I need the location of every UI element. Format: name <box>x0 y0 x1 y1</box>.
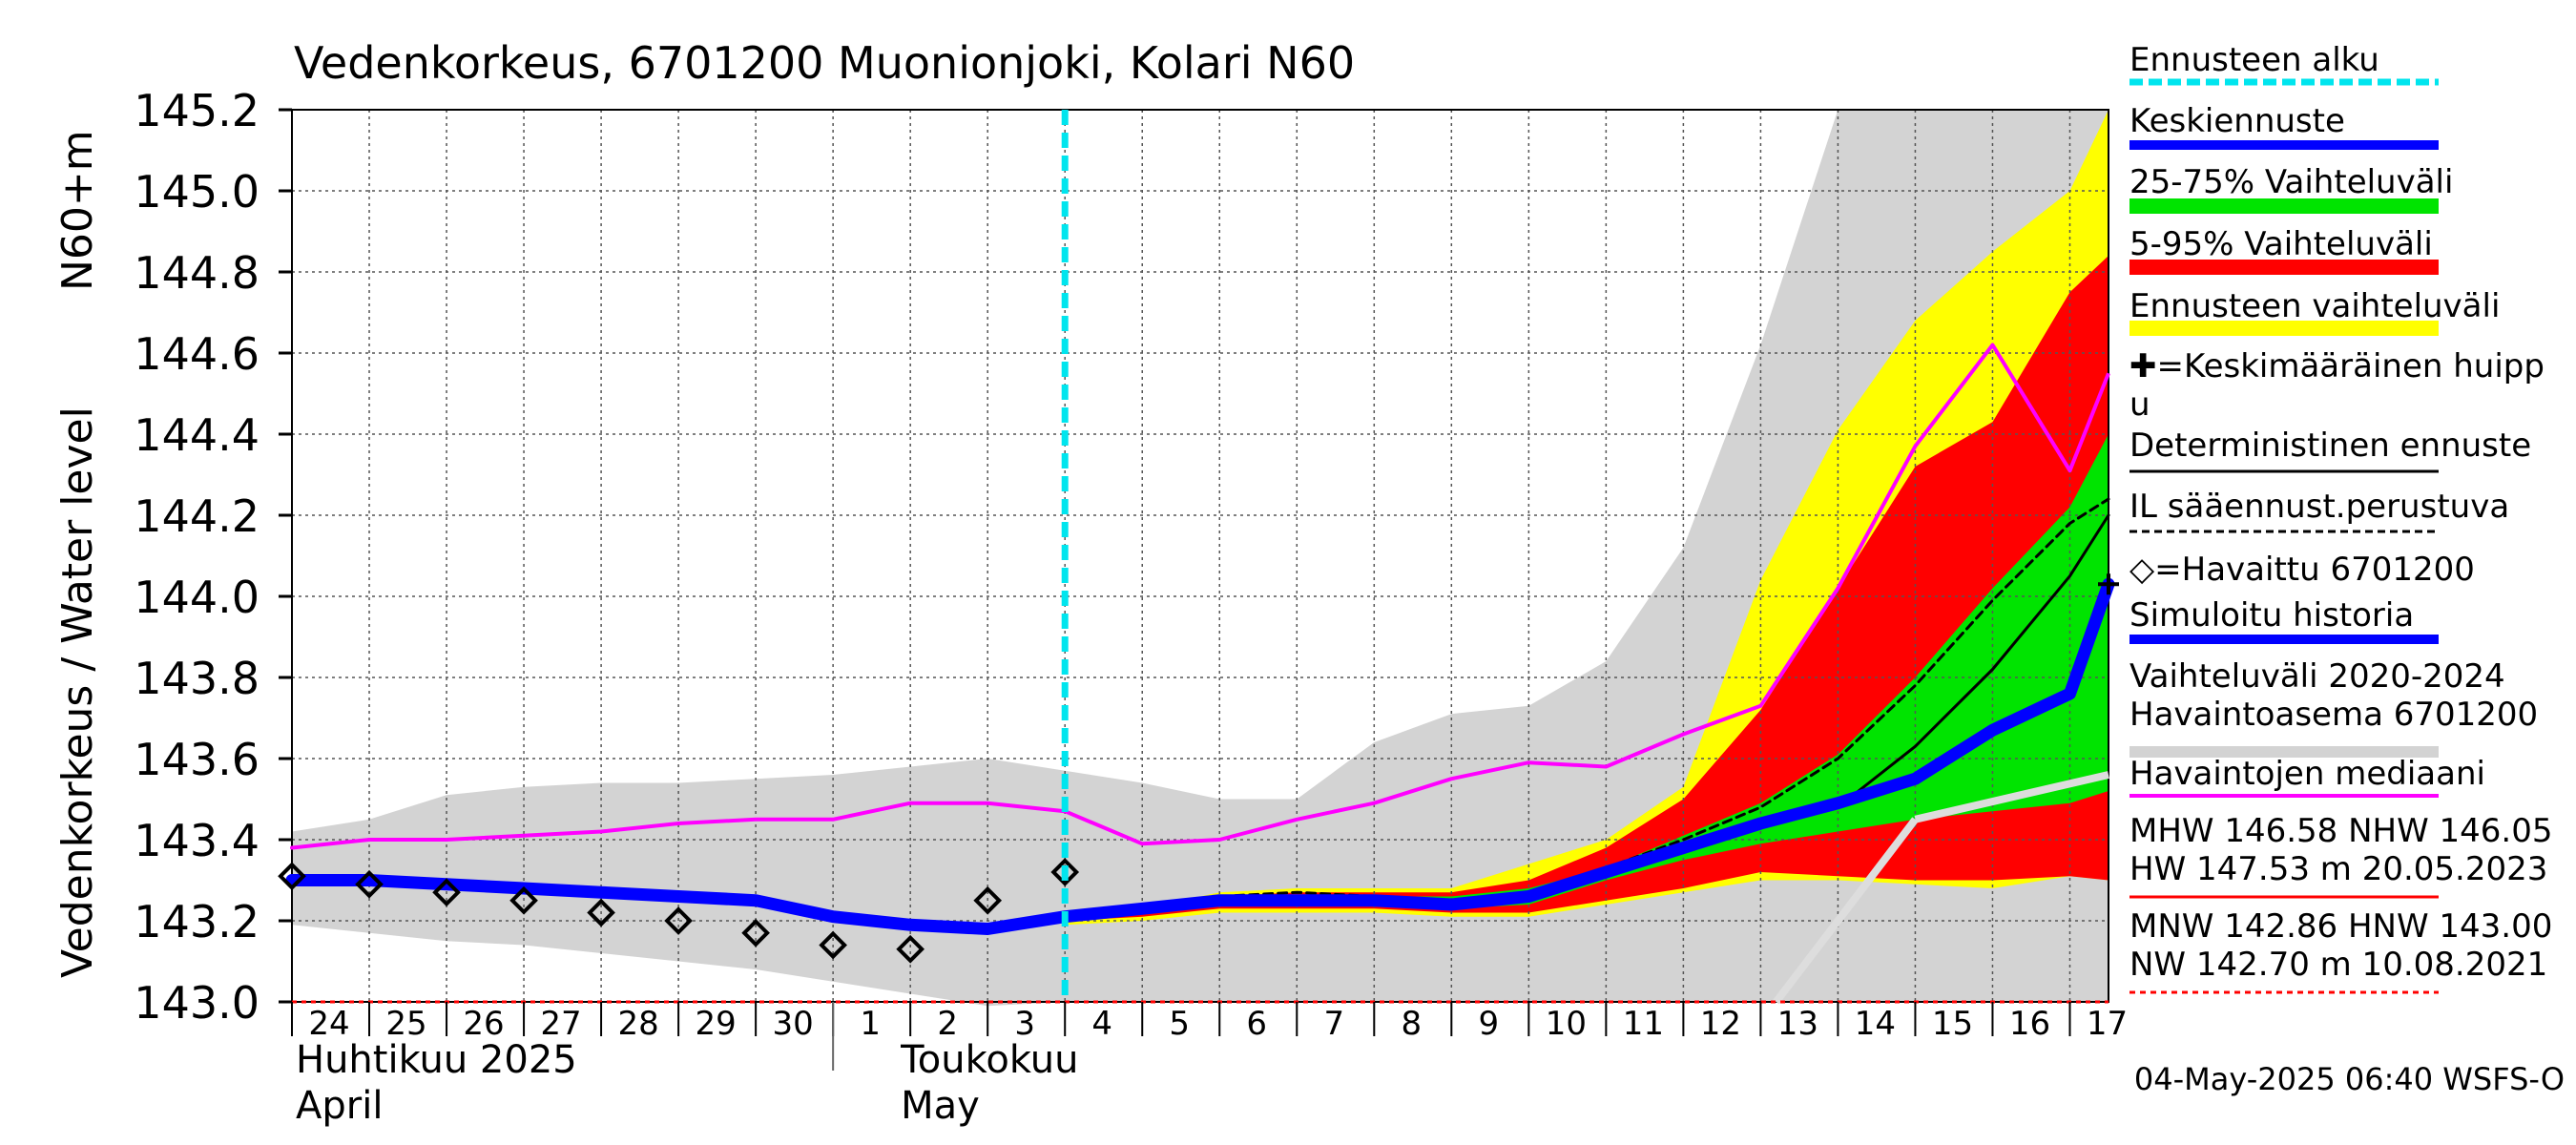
legend-label-history-range: Havaintoasema 6701200 <box>2129 696 2538 734</box>
x-tick-label: 26 <box>463 1005 504 1043</box>
month-label-fi: Toukokuu <box>900 1038 1078 1082</box>
month-label-fi: Huhtikuu 2025 <box>296 1038 577 1082</box>
x-tick-label: 10 <box>1546 1005 1587 1043</box>
observed-point <box>355 869 384 899</box>
legend-label-mhw: MHW 146.58 NHW 146.05 <box>2129 812 2553 850</box>
observed-point <box>509 885 538 915</box>
legend-label-mnw: NW 142.70 m 10.08.2021 <box>2129 946 2547 984</box>
month-label-en: May <box>901 1084 980 1128</box>
median-light-segment <box>1773 817 1919 1005</box>
x-tick-label: 11 <box>1623 1005 1664 1043</box>
observed-point <box>1050 858 1080 886</box>
observed-point <box>896 934 924 964</box>
legend-swatch-history-range <box>2129 746 2439 758</box>
series-lines <box>278 110 2119 1005</box>
y-tick-label: 144.2 <box>134 490 260 542</box>
x-tick-label: 8 <box>1401 1005 1422 1043</box>
legend-label-mnw: MNW 142.86 HNW 143.00 <box>2129 907 2552 946</box>
observed-point <box>278 862 306 891</box>
legend-label-il-forecast: IL sääennust.perustuva <box>2129 488 2509 526</box>
y-tick-label: 144.4 <box>134 409 260 461</box>
x-tick-label: 12 <box>1700 1005 1741 1043</box>
x-tick-label: 7 <box>1323 1005 1344 1043</box>
x-tick-label: 17 <box>2087 1005 2128 1043</box>
x-tick-label: 4 <box>1091 1005 1112 1043</box>
x-tick-label: 30 <box>772 1005 813 1043</box>
y-tick-label: 145.2 <box>134 85 260 136</box>
x-tick-label: 28 <box>617 1005 658 1043</box>
x-tick-label: 15 <box>1932 1005 1973 1043</box>
forecast-bands <box>292 110 2109 1007</box>
y-axis: 143.0 143.2 143.4 143.6 143.8 144.0 144.2 144.4… <box>134 85 292 1029</box>
legend-label-mean-forecast: Keskiennuste <box>2129 102 2345 140</box>
legend-label-forecast-start: Ennusteen alku <box>2129 41 2379 79</box>
y-tick-label: 143.2 <box>134 896 260 947</box>
y-tick-label: 143.4 <box>134 815 260 866</box>
x-tick-label: 1 <box>860 1005 881 1043</box>
legend-label-observed: ◇=Havaittu 6701200 <box>2129 551 2475 589</box>
x-tick-label: 9 <box>1478 1005 1499 1043</box>
observed-point <box>819 930 847 960</box>
x-tick-label: 6 <box>1246 1005 1267 1043</box>
legend-label-median-obs: Havaintojen mediaani <box>2129 755 2485 793</box>
y-tick-label: 145.0 <box>134 166 260 218</box>
y-tick-label: 143.8 <box>134 653 260 704</box>
x-axis: 24 25 26 27 28 29 30 1 2 3 4 5 6 7 8 9 10 11 12 13 14 15 16 17H… <box>291 1002 2128 1128</box>
median-light-segment <box>1914 771 2109 823</box>
legend-label-mhw: HW 147.53 m 20.05.2023 <box>2129 850 2547 888</box>
legend-label-deterministic: Deterministinen ennuste <box>2129 427 2531 465</box>
y-tick-label: 143.6 <box>134 734 260 785</box>
observed-point <box>973 885 1003 915</box>
x-tick-label: 3 <box>1014 1005 1035 1043</box>
x-tick-label: 14 <box>1855 1005 1896 1043</box>
legend-label-mean-peak: ✚=Keskimääräinen huipp <box>2129 347 2545 385</box>
median-observed-line <box>290 343 2072 850</box>
median-observed-line-end <box>2067 372 2110 471</box>
legend-label-band-5-95: 5-95% Vaihteluväli <box>2129 225 2433 263</box>
legend-label-history-range: Vaihteluväli 2020-2024 <box>2129 657 2505 696</box>
y-axis-label-fi: Vedenkorkeus / Water level <box>53 406 102 978</box>
x-tick-label: 27 <box>540 1005 581 1043</box>
x-tick-label: 24 <box>308 1005 349 1043</box>
footer-timestamp: 04-May-2025 06:40 WSFS-O <box>2134 1061 2565 1097</box>
x-tick-label: 25 <box>385 1005 426 1043</box>
legend-label-simulated: Simuloitu historia <box>2129 596 2414 635</box>
legend-label-band-forecast: Ennusteen vaihteluväli <box>2129 287 2500 325</box>
legend-label-band-25-75: 25-75% Vaihteluväli <box>2129 163 2453 201</box>
chart-grid <box>291 109 2109 1003</box>
x-tick-label: 13 <box>1777 1005 1818 1043</box>
chart-legend: Ennusteen alku Keskiennuste 25-75% Vaihtel… <box>2129 41 2553 994</box>
simulated-history-line <box>285 577 2115 935</box>
observed-point <box>432 878 461 907</box>
observed-point <box>664 906 693 935</box>
y-axis-label-unit: N60+m <box>53 130 102 291</box>
y-tick-label: 143.0 <box>134 977 260 1029</box>
y-tick-label: 144.0 <box>134 572 260 623</box>
y-tick-label: 144.8 <box>134 247 260 299</box>
observed-point <box>741 918 770 947</box>
x-tick-label: 2 <box>937 1005 958 1043</box>
observed-point <box>587 898 615 927</box>
y-tick-label: 144.6 <box>134 328 260 380</box>
chart-title: Vedenkorkeus, 6701200 Muonionjoki, Kolar… <box>294 37 1355 89</box>
x-tick-label: 5 <box>1169 1005 1190 1043</box>
legend-label-mean-peak: u <box>2129 385 2150 424</box>
x-tick-label: 29 <box>695 1005 736 1043</box>
x-tick-label: 16 <box>2009 1005 2050 1043</box>
month-label-en: April <box>296 1084 383 1128</box>
history-range-band <box>292 110 2109 1007</box>
